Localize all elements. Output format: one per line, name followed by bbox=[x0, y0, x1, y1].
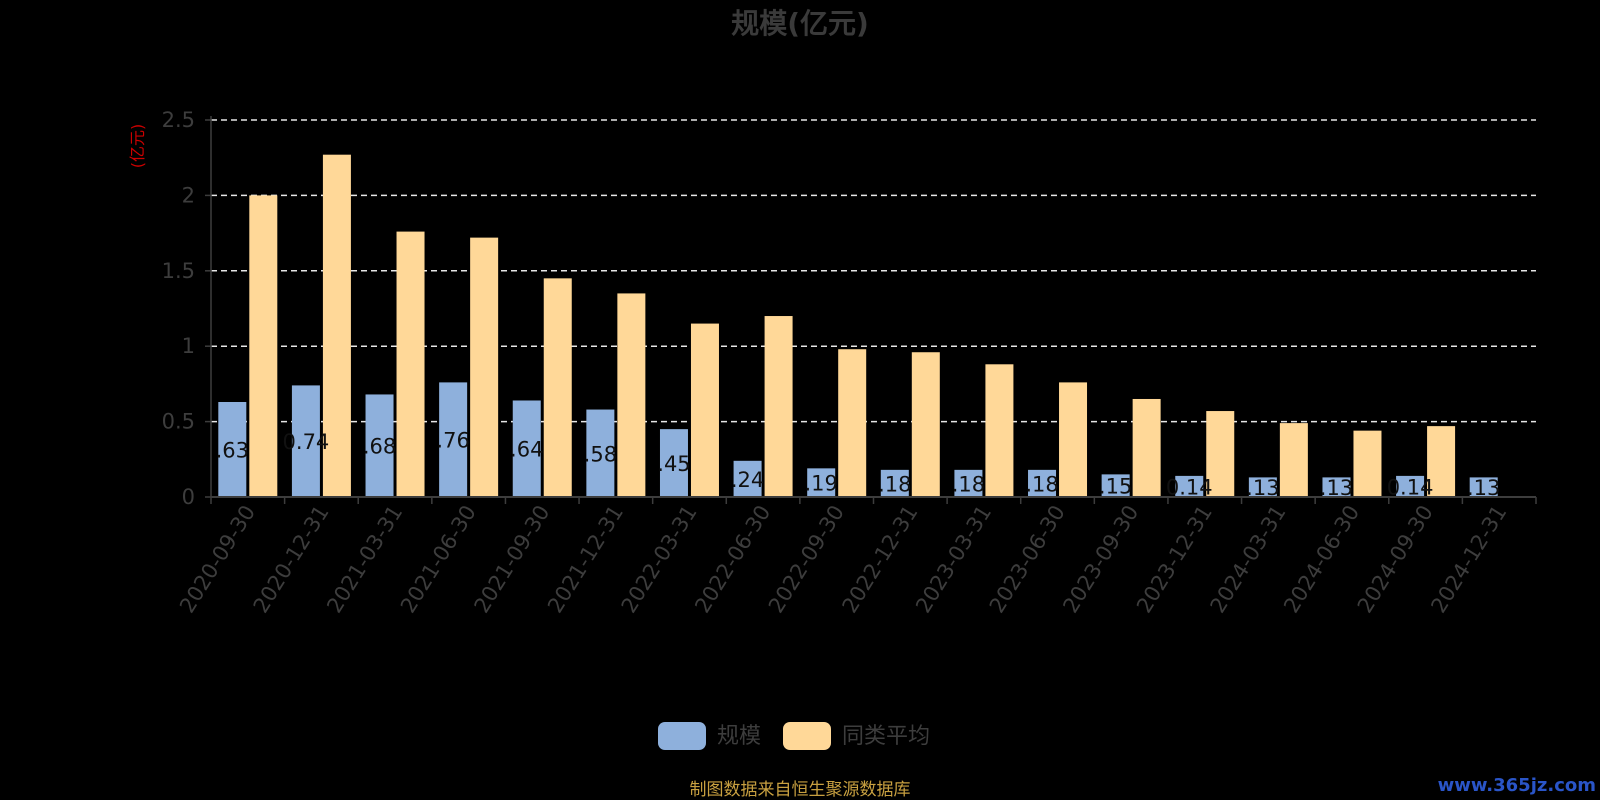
bar-peer-average bbox=[985, 364, 1014, 497]
bar-peer-average bbox=[322, 154, 351, 497]
x-tick-label: 2021-12-31 bbox=[543, 501, 628, 617]
y-axis-label: (亿元) bbox=[128, 124, 147, 169]
x-tick-label: 2022-12-31 bbox=[838, 501, 923, 617]
data-label: .63 bbox=[216, 438, 249, 462]
x-tick-label: 2021-03-31 bbox=[322, 501, 407, 617]
data-label: .18 bbox=[1025, 472, 1058, 496]
legend-label[interactable]: 规模 bbox=[717, 724, 761, 749]
bar-peer-average bbox=[1279, 423, 1308, 497]
x-tick-label: 2021-06-30 bbox=[396, 501, 481, 617]
x-tick-label: 2024-09-30 bbox=[1353, 501, 1438, 617]
x-tick-label: 2021-09-30 bbox=[469, 501, 554, 617]
data-labels: .63 0.74 .68 .76 .64 .58 .45 .24 .19 .18 .18 .18 .15… bbox=[216, 429, 1501, 501]
bar-scale bbox=[1396, 475, 1425, 497]
x-tick-label: 2022-03-31 bbox=[617, 501, 702, 617]
bar-scale bbox=[1028, 469, 1057, 497]
bar-peer-average bbox=[1206, 411, 1235, 497]
watermark: www.365jz.com bbox=[1438, 775, 1596, 796]
data-label: .18 bbox=[878, 472, 911, 496]
x-tick-label: 2020-12-31 bbox=[249, 501, 334, 617]
data-source-note: 制图数据来自恒生聚源数据库 bbox=[690, 780, 911, 800]
x-tick-label: 2024-06-30 bbox=[1279, 501, 1364, 617]
bar-peer-average bbox=[911, 352, 940, 497]
bar-scale bbox=[1101, 474, 1130, 497]
x-tick-label: 2023-03-31 bbox=[911, 501, 996, 617]
x-tick-label: 2023-06-30 bbox=[985, 501, 1070, 617]
gridlines bbox=[211, 119, 1536, 423]
y-tick-label: 1 bbox=[182, 334, 195, 358]
data-label: .15 bbox=[1099, 475, 1132, 499]
bar-scale bbox=[439, 382, 468, 497]
bar-scale bbox=[1322, 477, 1351, 497]
data-label: .64 bbox=[510, 438, 543, 462]
bar-peer-average bbox=[1427, 426, 1456, 497]
bar-scale bbox=[954, 469, 983, 497]
bar-scale bbox=[659, 429, 688, 497]
data-label: .58 bbox=[584, 442, 617, 466]
bar-scale bbox=[807, 468, 836, 497]
bar-peer-average bbox=[690, 323, 719, 497]
bar-peer-average bbox=[543, 278, 572, 497]
data-label: .18 bbox=[952, 472, 985, 496]
bar-scale bbox=[1175, 475, 1204, 497]
x-tick-label: 2024-03-31 bbox=[1206, 501, 1291, 617]
legend[interactable]: 规模 同类平均 bbox=[658, 722, 930, 750]
bar-peer-average bbox=[1059, 382, 1088, 497]
bar-peer-average bbox=[1353, 430, 1382, 497]
bar-scale bbox=[291, 385, 320, 497]
bar-scale bbox=[733, 460, 762, 497]
bar-peer-average bbox=[1132, 398, 1161, 497]
y-tick-label: 0.5 bbox=[162, 410, 195, 434]
bar-scale bbox=[218, 401, 247, 497]
data-label: 0.74 bbox=[283, 430, 330, 454]
data-label: 0.14 bbox=[1387, 475, 1434, 499]
bar-scale bbox=[512, 400, 541, 497]
data-label: .24 bbox=[731, 468, 764, 492]
bar-peer-average bbox=[764, 316, 793, 497]
bar-peer-average bbox=[838, 349, 867, 497]
bar-scale bbox=[880, 469, 909, 497]
bars bbox=[218, 154, 1498, 498]
x-tick-label: 2023-12-31 bbox=[1132, 501, 1217, 617]
x-tick-label: 2024-12-31 bbox=[1426, 501, 1511, 617]
x-tick-label: 2023-09-30 bbox=[1058, 501, 1143, 617]
legend-swatch[interactable] bbox=[783, 722, 831, 750]
y-tick-label: 1.5 bbox=[162, 259, 195, 283]
y-tick-label: 0 bbox=[182, 485, 195, 509]
bar-peer-average bbox=[249, 195, 278, 497]
y-axis-ticks: 0 0.5 1 1.5 2 2.5 bbox=[162, 108, 211, 509]
data-label: .45 bbox=[657, 452, 690, 476]
x-tick-label: 2022-09-30 bbox=[764, 501, 849, 617]
x-tick-label: 2020-09-30 bbox=[175, 501, 260, 617]
chart-title: 规模(亿元) bbox=[731, 7, 869, 40]
bar-scale bbox=[586, 409, 615, 497]
bar-scale bbox=[1248, 477, 1277, 497]
data-label: .76 bbox=[436, 429, 469, 453]
y-tick-label: 2 bbox=[182, 183, 195, 207]
data-label: .19 bbox=[804, 472, 837, 496]
data-label: 0.14 bbox=[1166, 475, 1213, 499]
bar-peer-average bbox=[617, 293, 646, 497]
y-tick-label: 2.5 bbox=[162, 108, 195, 132]
data-label: .68 bbox=[363, 435, 396, 459]
bar-scale bbox=[1469, 477, 1498, 497]
bar-scale bbox=[365, 394, 394, 497]
x-tick-label: 2022-06-30 bbox=[690, 501, 775, 617]
bar-peer-average bbox=[396, 231, 425, 498]
legend-label[interactable]: 同类平均 bbox=[842, 724, 930, 749]
bar-peer-average bbox=[470, 237, 499, 497]
legend-swatch[interactable] bbox=[658, 722, 706, 750]
